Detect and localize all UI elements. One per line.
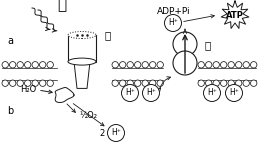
Circle shape xyxy=(173,32,197,56)
Circle shape xyxy=(243,62,249,68)
Text: H⁺: H⁺ xyxy=(111,128,121,137)
Circle shape xyxy=(17,80,23,86)
Text: H⁺: H⁺ xyxy=(168,18,178,27)
Circle shape xyxy=(24,80,31,86)
Circle shape xyxy=(142,62,148,68)
Circle shape xyxy=(205,62,212,68)
Circle shape xyxy=(157,80,163,86)
Circle shape xyxy=(204,84,220,102)
Circle shape xyxy=(127,80,133,86)
Circle shape xyxy=(32,62,38,68)
Circle shape xyxy=(2,80,8,86)
Text: ½O₂: ½O₂ xyxy=(79,111,97,120)
Text: 光: 光 xyxy=(57,0,67,13)
Text: H⁺: H⁺ xyxy=(125,88,135,97)
Polygon shape xyxy=(221,1,249,28)
Text: 乙: 乙 xyxy=(205,40,211,50)
Circle shape xyxy=(250,80,257,86)
Circle shape xyxy=(250,62,257,68)
Circle shape xyxy=(157,62,163,68)
Circle shape xyxy=(150,80,156,86)
Text: ATP: ATP xyxy=(226,10,244,20)
Text: a: a xyxy=(7,36,13,46)
Circle shape xyxy=(142,80,148,86)
Text: H⁺: H⁺ xyxy=(146,88,156,97)
Circle shape xyxy=(10,62,16,68)
Circle shape xyxy=(17,62,23,68)
Text: b: b xyxy=(7,106,13,116)
Text: H⁺: H⁺ xyxy=(229,88,239,97)
Circle shape xyxy=(220,80,227,86)
Circle shape xyxy=(225,84,243,102)
Circle shape xyxy=(40,62,46,68)
Text: ADP+Pi: ADP+Pi xyxy=(157,7,191,16)
Bar xyxy=(68,35,96,62)
Circle shape xyxy=(134,80,141,86)
Circle shape xyxy=(236,62,242,68)
Polygon shape xyxy=(55,88,74,103)
Circle shape xyxy=(150,62,156,68)
Circle shape xyxy=(165,15,181,31)
Circle shape xyxy=(213,62,219,68)
Circle shape xyxy=(107,125,125,141)
Polygon shape xyxy=(74,62,90,88)
Circle shape xyxy=(24,62,31,68)
Circle shape xyxy=(213,80,219,86)
Circle shape xyxy=(120,80,126,86)
Circle shape xyxy=(112,80,118,86)
Circle shape xyxy=(32,80,38,86)
Circle shape xyxy=(2,62,8,68)
Circle shape xyxy=(112,62,118,68)
Circle shape xyxy=(142,84,159,102)
Circle shape xyxy=(10,80,16,86)
Circle shape xyxy=(198,80,204,86)
Circle shape xyxy=(47,62,53,68)
Ellipse shape xyxy=(68,31,96,38)
Text: H₂O: H₂O xyxy=(20,86,36,95)
Circle shape xyxy=(121,84,139,102)
Circle shape xyxy=(220,62,227,68)
Circle shape xyxy=(40,80,46,86)
Circle shape xyxy=(120,62,126,68)
Circle shape xyxy=(228,62,235,68)
Ellipse shape xyxy=(68,58,96,65)
Circle shape xyxy=(127,62,133,68)
Text: 2: 2 xyxy=(100,128,105,138)
Circle shape xyxy=(243,80,249,86)
Circle shape xyxy=(228,80,235,86)
Circle shape xyxy=(47,80,53,86)
Circle shape xyxy=(205,80,212,86)
Circle shape xyxy=(173,51,197,75)
Text: 甲: 甲 xyxy=(105,30,111,40)
Circle shape xyxy=(198,62,204,68)
Text: H⁺: H⁺ xyxy=(207,88,217,97)
Circle shape xyxy=(236,80,242,86)
Circle shape xyxy=(134,62,141,68)
